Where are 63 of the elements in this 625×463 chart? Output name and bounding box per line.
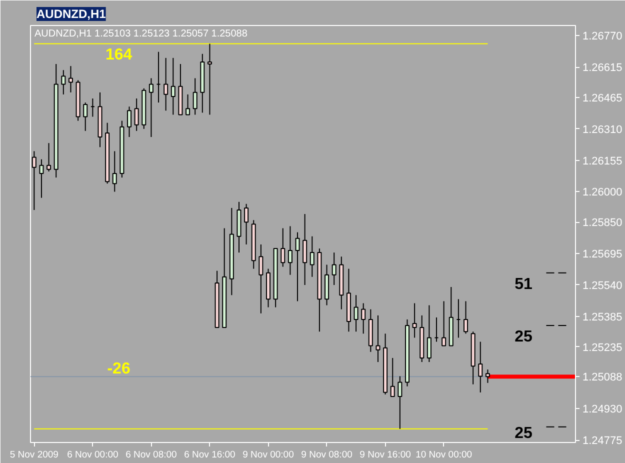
chart-subtitle: AUDNZD,H1 1.25103 1.25123 1.25057 1.25088 bbox=[34, 28, 248, 40]
ref-line-label: 1.25088 bbox=[582, 372, 622, 384]
candlestick bbox=[258, 244, 264, 314]
candlestick bbox=[68, 66, 73, 93]
candlestick bbox=[332, 252, 336, 286]
x-tick-label: 6 Nov 00:00 bbox=[67, 450, 118, 460]
y-tick-label: 1.26615 bbox=[582, 62, 622, 74]
candlestick bbox=[390, 357, 395, 397]
y-tick-label: 1.25850 bbox=[582, 217, 622, 230]
candlestick bbox=[310, 236, 314, 278]
y-tick-label: 1.26770 bbox=[582, 30, 622, 43]
x-tick-label: 10 Nov 00:00 bbox=[416, 450, 472, 460]
series-label: 164 bbox=[105, 46, 132, 64]
candlestick bbox=[61, 70, 66, 95]
candlestick bbox=[464, 300, 468, 334]
candlestick bbox=[354, 294, 358, 332]
candlestick bbox=[134, 98, 139, 132]
candlestick bbox=[478, 341, 483, 393]
candlestick bbox=[412, 302, 417, 338]
series-label: 25 bbox=[514, 425, 533, 442]
candlestick bbox=[376, 314, 380, 363]
series-label: 51 bbox=[514, 276, 533, 293]
candlestick bbox=[302, 214, 308, 286]
candlestick bbox=[398, 376, 402, 430]
candlestick bbox=[39, 158, 44, 198]
y-tick-label: 1.26310 bbox=[582, 124, 622, 136]
y-tick-label: 1.24930 bbox=[582, 404, 622, 416]
candlestick bbox=[148, 78, 154, 138]
y-tick-label: 1.26000 bbox=[582, 186, 622, 199]
candlestick bbox=[442, 300, 446, 346]
candlestick bbox=[83, 102, 88, 132]
x-tick-label: 5 Nov 2009 bbox=[10, 450, 58, 460]
candlestick bbox=[32, 150, 36, 210]
candlestick bbox=[361, 302, 366, 334]
candlestick bbox=[186, 94, 190, 116]
candlestick bbox=[295, 232, 300, 302]
candlestick bbox=[207, 43, 212, 116]
y-tick-label: 1.26465 bbox=[582, 92, 622, 104]
y-tick-label: 1.26155 bbox=[582, 155, 622, 168]
candlestick bbox=[485, 369, 490, 384]
y-tick-label: 1.25540 bbox=[582, 280, 622, 292]
candlestick bbox=[164, 57, 168, 112]
candlestick bbox=[426, 304, 432, 363]
candlestick bbox=[280, 228, 286, 268]
candlestick bbox=[127, 106, 132, 138]
candlestick bbox=[244, 203, 249, 245]
y-tick-label: 1.25385 bbox=[582, 311, 622, 324]
candlestick bbox=[46, 142, 52, 172]
y-tick-label: 1.24775 bbox=[582, 435, 622, 448]
x-tick-label: 6 Nov 08:00 bbox=[126, 450, 177, 460]
candlestick bbox=[112, 150, 117, 192]
y-tick-label: 1.25695 bbox=[582, 248, 622, 261]
chart-title: AUDNZD,H1 bbox=[36, 7, 106, 21]
x-tick-label: 9 Nov 16:00 bbox=[360, 450, 411, 460]
x-tick-label: 6 Nov 16:00 bbox=[184, 450, 236, 460]
x-tick-label: 9 Nov 08:00 bbox=[301, 450, 352, 460]
candlestick bbox=[288, 226, 292, 276]
y-tick-label: 1.25235 bbox=[582, 342, 622, 354]
candlestick bbox=[170, 57, 176, 116]
x-tick-label: 9 Nov 00:00 bbox=[242, 450, 294, 460]
annotation: -26 bbox=[107, 360, 130, 378]
candlestick bbox=[192, 78, 198, 116]
series-label: 25 bbox=[514, 328, 533, 346]
